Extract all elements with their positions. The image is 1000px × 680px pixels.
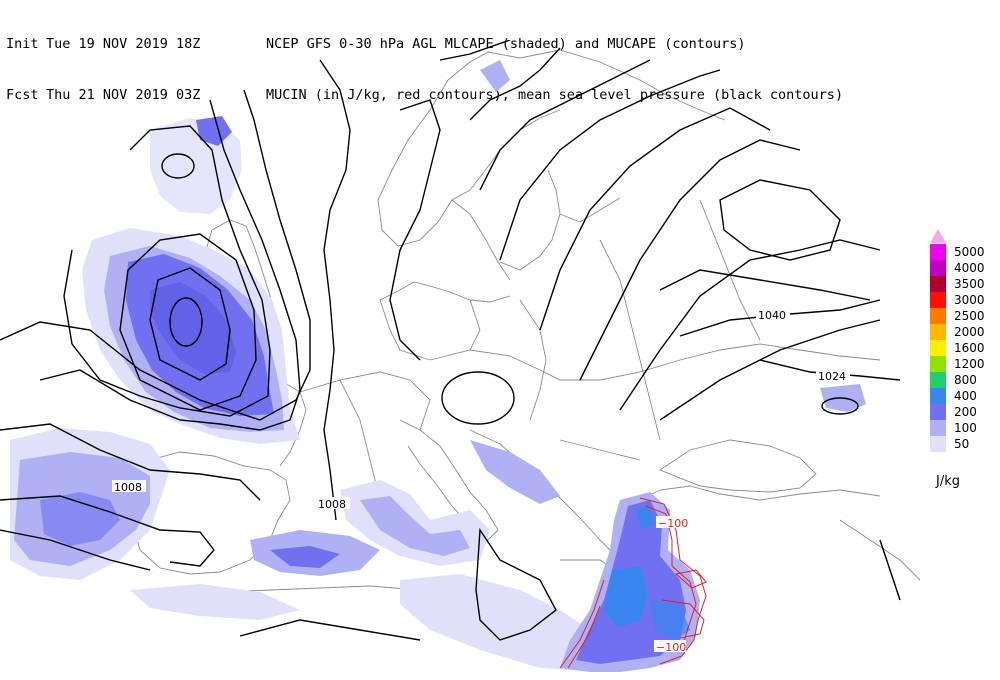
isobar-label-1024: 1024 xyxy=(818,370,846,383)
legend-value: 5000 xyxy=(954,245,985,259)
legend-item: 5000 xyxy=(930,244,996,260)
legend-swatch xyxy=(930,404,946,420)
legend-value: 2000 xyxy=(954,325,985,339)
legend-value: 200 xyxy=(954,405,977,419)
legend-item: 1600 xyxy=(930,340,996,356)
legend-value: 50 xyxy=(954,437,970,451)
init-label: Init xyxy=(6,36,39,52)
legend-item: 800 xyxy=(930,372,996,388)
legend-swatch xyxy=(930,260,946,276)
product-description: NCEP GFS 0-30 hPa AGL MLCAPE (shaded) an… xyxy=(266,36,746,52)
mucin-label-100-south: −100 xyxy=(656,641,686,654)
isobar-label-1008-west: 1008 xyxy=(114,481,142,494)
legend-value: 3500 xyxy=(954,277,985,291)
legend-swatch xyxy=(930,324,946,340)
legend-value: 4000 xyxy=(954,261,985,275)
header-line-forecast: Fcst Thu 21 NOV 2019 03Z MUCIN (in J/kg,… xyxy=(6,87,843,104)
forecast-datetime: Thu 21 NOV 2019 03Z xyxy=(46,87,201,103)
legend-item: 50 xyxy=(930,436,996,452)
legend-arrow-icon xyxy=(930,228,946,243)
legend-value: 400 xyxy=(954,389,977,403)
legend-item: 2500 xyxy=(930,308,996,324)
legend-value: 2500 xyxy=(954,309,985,323)
legend-swatch xyxy=(930,388,946,404)
init-datetime: Tue 19 NOV 2019 18Z xyxy=(46,36,201,52)
isobar-label-1040: 1040 xyxy=(758,309,786,322)
isobar-label-1008-center: 1008 xyxy=(318,498,346,511)
legend-item: 100 xyxy=(930,420,996,436)
legend-swatch xyxy=(930,356,946,372)
weather-map: 1040 1024 1008 1008 −100 −100 xyxy=(0,40,920,672)
legend-item: 4000 xyxy=(930,260,996,276)
legend-units: J/kg xyxy=(936,474,960,489)
legend-value: 800 xyxy=(954,373,977,387)
legend-swatch xyxy=(930,340,946,356)
legend-value: 1200 xyxy=(954,357,985,371)
cape-legend: 5000 4000 3500 3000 2500 2000 1600 1200 800 400 20… xyxy=(930,228,996,452)
legend-swatch xyxy=(930,420,946,436)
legend-swatch xyxy=(930,436,946,452)
map-header: Init Tue 19 NOV 2019 18Z NCEP GFS 0-30 h… xyxy=(6,2,843,121)
legend-item: 400 xyxy=(930,388,996,404)
legend-top-arrow xyxy=(930,228,996,244)
legend-value: 1600 xyxy=(954,341,985,355)
legend-item: 1200 xyxy=(930,356,996,372)
legend-value: 3000 xyxy=(954,293,985,307)
legend-item: 2000 xyxy=(930,324,996,340)
legend-swatch xyxy=(930,372,946,388)
header-line-init: Init Tue 19 NOV 2019 18Z NCEP GFS 0-30 h… xyxy=(6,36,843,53)
contour-description: MUCIN (in J/kg, red contours), mean sea … xyxy=(266,87,844,103)
legend-swatch xyxy=(930,308,946,324)
legend-swatch xyxy=(930,244,946,260)
legend-item: 3500 xyxy=(930,276,996,292)
legend-value: 100 xyxy=(954,421,977,435)
legend-swatch xyxy=(930,292,946,308)
mslp-contours xyxy=(0,40,901,641)
legend-item: 3000 xyxy=(930,292,996,308)
mlcape-shading xyxy=(10,60,866,672)
forecast-label: Fcst xyxy=(6,87,39,103)
mucin-label-100-north: −100 xyxy=(658,517,688,530)
legend-item: 200 xyxy=(930,404,996,420)
legend-swatch xyxy=(930,276,946,292)
